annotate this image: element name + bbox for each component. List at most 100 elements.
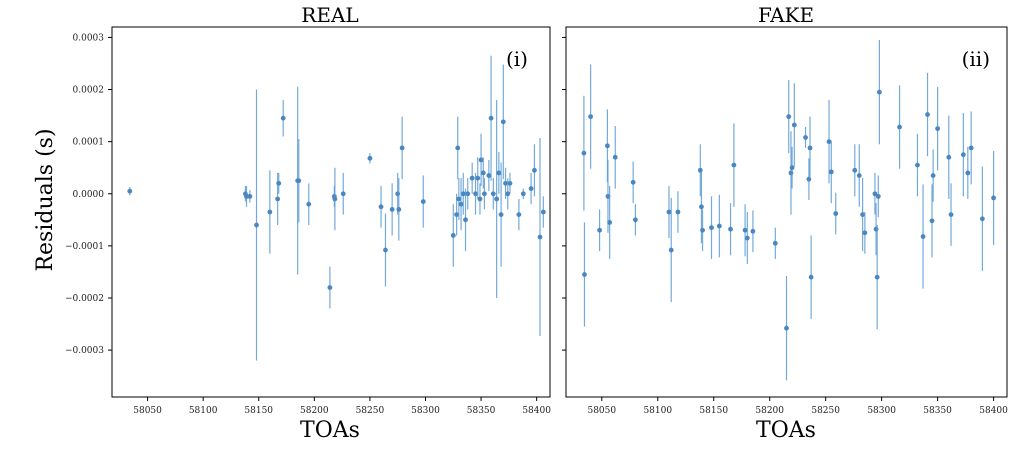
data-point: [456, 196, 462, 202]
data-point: [605, 143, 610, 149]
data-point: [332, 196, 338, 202]
data-point: [540, 209, 546, 215]
y-tick-label-real: 0.0001: [73, 138, 105, 148]
y-tick-label-real: 0.0003: [73, 33, 105, 43]
data-point: [791, 122, 797, 128]
plot-frame-real: [111, 26, 551, 398]
data-point: [458, 201, 464, 207]
data-point: [494, 196, 500, 202]
panel-tag-real: (i): [506, 47, 528, 71]
data-point: [254, 222, 259, 228]
data-point: [528, 186, 534, 191]
data-point: [473, 191, 478, 197]
data-point: [750, 228, 756, 234]
data-point: [930, 173, 936, 178]
y-tick-label-real: −0.0001: [65, 242, 104, 252]
axis-ticks-fake: 58050 58100 58150 58200 58250 58300 58350 58400: [562, 36, 1008, 416]
data-point: [420, 199, 426, 204]
data-point: [897, 124, 902, 130]
x-tick-label-fake: 58200: [755, 406, 784, 416]
data-point: [581, 150, 587, 156]
data-point: [979, 216, 985, 222]
x-tick-label-real: 58050: [133, 406, 162, 416]
data-point: [537, 234, 543, 240]
data-point: [784, 325, 789, 331]
data-point: [482, 191, 487, 197]
data-point: [498, 212, 504, 218]
data-point: [852, 167, 858, 173]
data-point: [399, 145, 405, 151]
y-tick-label-real: −0.0002: [65, 294, 104, 304]
data-point: [925, 112, 930, 117]
data-point: [367, 155, 373, 161]
panel-real: REAL TOAs (i) 58050 58100 58150 58200 58250 5…: [65, 3, 551, 443]
data-point: [789, 165, 795, 171]
data-point: [632, 217, 638, 223]
x-tick-label-real: 58400: [522, 406, 551, 416]
x-tick-label-fake: 58100: [643, 406, 672, 416]
data-point: [668, 247, 674, 253]
data-point: [532, 167, 537, 173]
data-point: [872, 191, 878, 197]
panel-title-real: REAL: [301, 3, 358, 27]
data-point: [716, 223, 722, 229]
data-point: [127, 188, 133, 194]
data-point: [465, 191, 471, 197]
data-point: [826, 139, 832, 145]
data-point: [267, 209, 273, 215]
x-tick-label-real: 58250: [356, 406, 385, 416]
data-point: [520, 191, 526, 197]
data-point: [856, 173, 862, 178]
x-tick-label-real: 58350: [467, 406, 496, 416]
data-point: [463, 217, 468, 223]
x-tick-label-fake: 58250: [811, 406, 840, 416]
data-point: [807, 145, 813, 151]
data-point: [666, 209, 672, 215]
panel-title-fake: FAKE: [758, 3, 814, 27]
data-point: [862, 230, 868, 236]
data-point: [582, 272, 587, 277]
data-point: [699, 204, 704, 210]
data-point: [833, 211, 839, 216]
data-point: [742, 227, 748, 233]
data-point: [477, 196, 483, 202]
data-point: [454, 212, 460, 218]
y-tick-label-real: −0.0003: [65, 346, 104, 356]
data-point: [340, 191, 346, 197]
data-point: [500, 119, 506, 125]
data-point: [244, 193, 249, 199]
data-point: [728, 226, 733, 232]
xlabel-real: TOAs: [300, 418, 360, 443]
data-point: [709, 225, 714, 231]
data-point: [965, 170, 971, 176]
data-point: [700, 227, 705, 233]
y-tick-label-real: 0.0000: [73, 190, 105, 200]
y-tick-label-real: 0.0002: [73, 86, 105, 96]
data-point: [991, 195, 996, 201]
x-tick-label-fake: 58350: [923, 406, 952, 416]
data-point: [772, 240, 778, 246]
data-point: [460, 191, 466, 197]
data-point: [378, 204, 384, 210]
data-point: [860, 212, 866, 218]
data-point: [516, 212, 522, 218]
data-marks-fake: [581, 40, 996, 381]
data-point: [480, 170, 486, 176]
data-point: [828, 169, 834, 175]
x-tick-label-real: 58150: [244, 406, 273, 416]
data-point: [588, 114, 594, 120]
data-point: [503, 180, 508, 186]
data-point: [929, 218, 935, 224]
xlabel-fake: TOAs: [756, 418, 816, 443]
data-point: [280, 115, 286, 121]
x-tick-label-fake: 58300: [867, 406, 896, 416]
data-point: [946, 154, 952, 160]
data-point: [803, 135, 808, 140]
data-point: [874, 274, 880, 280]
data-point: [505, 191, 511, 197]
data-point: [597, 227, 602, 233]
data-point: [496, 170, 502, 176]
data-point: [383, 247, 388, 253]
data-point: [396, 206, 402, 212]
